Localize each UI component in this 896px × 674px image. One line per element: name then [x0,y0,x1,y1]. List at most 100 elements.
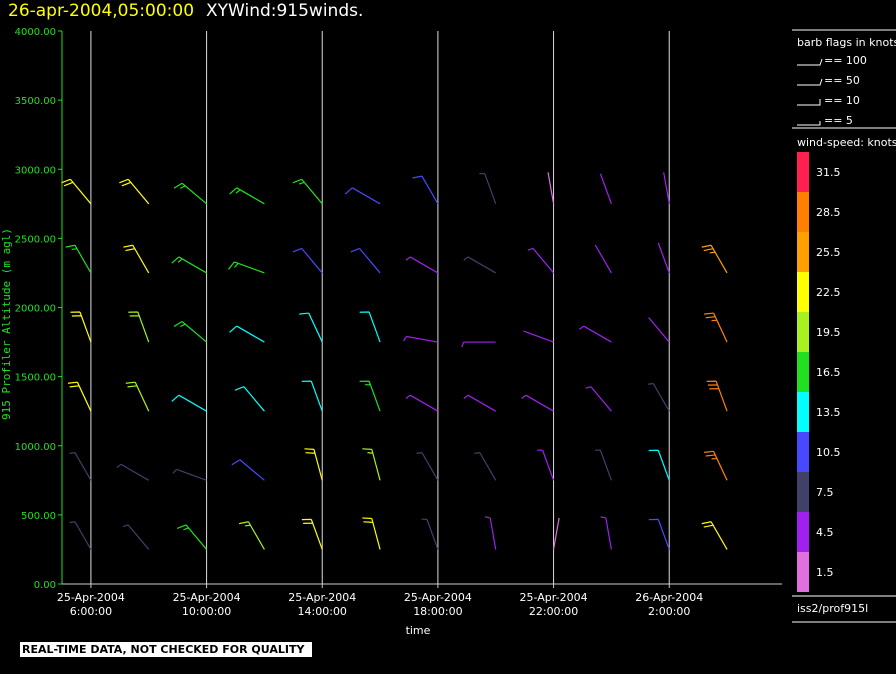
wind-barb [412,175,439,205]
y-tick-label: 2500.00 [15,234,56,245]
x-axis-label: time [406,624,431,637]
wind-barb [234,386,265,412]
colorbar-label: 16.5 [816,366,841,379]
wind-barb [304,448,323,481]
x-tick-label: 25-Apr-2004 10:00:00 [173,591,241,618]
wind-barb [301,380,323,412]
wind-barb [463,394,497,412]
wind-barb [344,187,381,205]
wind-barb [238,521,265,550]
wind-barb [648,317,670,343]
colorbar-swatch [797,272,809,312]
wind-barb [523,330,554,343]
wind-barb [69,452,92,481]
wind-barb [69,521,92,550]
wind-barb [585,386,612,412]
flag-legend-item: == 10 [824,94,860,107]
wind-barb [292,247,323,274]
wind-barb [128,311,150,343]
wind-barb [125,381,150,412]
colorbar-swatch [797,352,809,392]
wind-barb [231,459,265,481]
wind-barb [359,311,381,343]
wind-barb [359,380,381,412]
colorbar-swatch [797,192,809,232]
wind-barb [521,394,554,412]
y-tick-label: 3000.00 [15,165,56,176]
flag-legend-sample [797,78,823,86]
wind-barb [648,518,670,550]
wind-barb [403,335,439,343]
colorbar-label: 25.5 [816,246,841,259]
flag-legend-sample [797,58,823,66]
wind-barb [537,449,555,481]
wind-barb [67,381,92,412]
wind-barb [648,449,670,481]
note-box [20,642,312,657]
quality-note: REAL-TIME DATA, NOT CHECKED FOR QUALITY [22,643,305,656]
flag-legend-item: == 50 [824,74,860,87]
wind-barb [362,517,381,550]
wind-barb [229,187,265,205]
x-tick-label: 25-Apr-2004 14:00:00 [288,591,356,618]
wind-barb [405,394,439,412]
wind-barb [70,311,92,343]
wind-barb [171,256,207,274]
wind-barb [171,394,207,412]
x-tick-label: 25-Apr-2004 6:00:00 [57,591,125,618]
wind-barb [657,242,670,274]
wind-barb [65,244,92,274]
wind-barb [647,382,670,412]
wind-barb [122,524,150,550]
y-tick-label: 1000.00 [15,442,56,453]
colorbar-label: 7.5 [816,486,834,499]
wind-barb [299,312,323,343]
wind-barb [116,463,150,481]
colorbar-swatch [797,152,809,192]
wind-barb [474,452,497,481]
wind-barb [600,516,612,550]
wind-barb [172,468,207,481]
colorbar-label: 13.5 [816,406,841,419]
wind-barb [461,341,496,348]
colorbar-label: 22.5 [816,286,841,299]
colorbar-swatch [797,552,809,592]
chart-subtitle: XYWind:915winds. [206,1,363,21]
wind-barb [227,261,265,274]
wind-barb [229,325,265,343]
wind-barb [123,244,150,274]
wind-barb [704,312,728,343]
wind-barb [701,521,728,550]
colorbar-swatch [797,432,809,472]
wind-barb [416,452,439,481]
wind-barb [706,380,728,412]
wind-barb [704,450,728,481]
wind-barb [421,518,439,550]
wind-barb [173,320,207,343]
y-tick-label: 2000.00 [15,304,56,315]
colorbar-label: 19.5 [816,326,841,339]
y-tick-label: 1500.00 [15,373,56,384]
wind-barb [599,173,612,205]
wind-barb [301,518,323,550]
wind-barb [484,516,497,550]
flag-legend-item: == 100 [824,54,867,67]
colorbar-swatch [797,312,809,352]
x-tick-label: 25-Apr-2004 18:00:00 [404,591,472,618]
wind-barb [663,172,670,204]
flag-legend-title: barb flags in knots [797,36,896,49]
wind-barb [547,172,555,204]
wind-barb [595,449,612,481]
colorbar-label: 31.5 [816,166,841,179]
y-tick-label: 500.00 [21,511,56,522]
wind-barb [173,182,207,205]
colorbar-title: wind-speed: knots [797,136,896,149]
y-tick-label: 3500.00 [15,96,56,107]
wind-barb [119,178,150,205]
wind-barb [350,247,381,274]
colorbar-label: 1.5 [816,566,834,579]
colorbar-label: 10.5 [816,446,841,459]
colorbar-swatch [797,512,809,552]
